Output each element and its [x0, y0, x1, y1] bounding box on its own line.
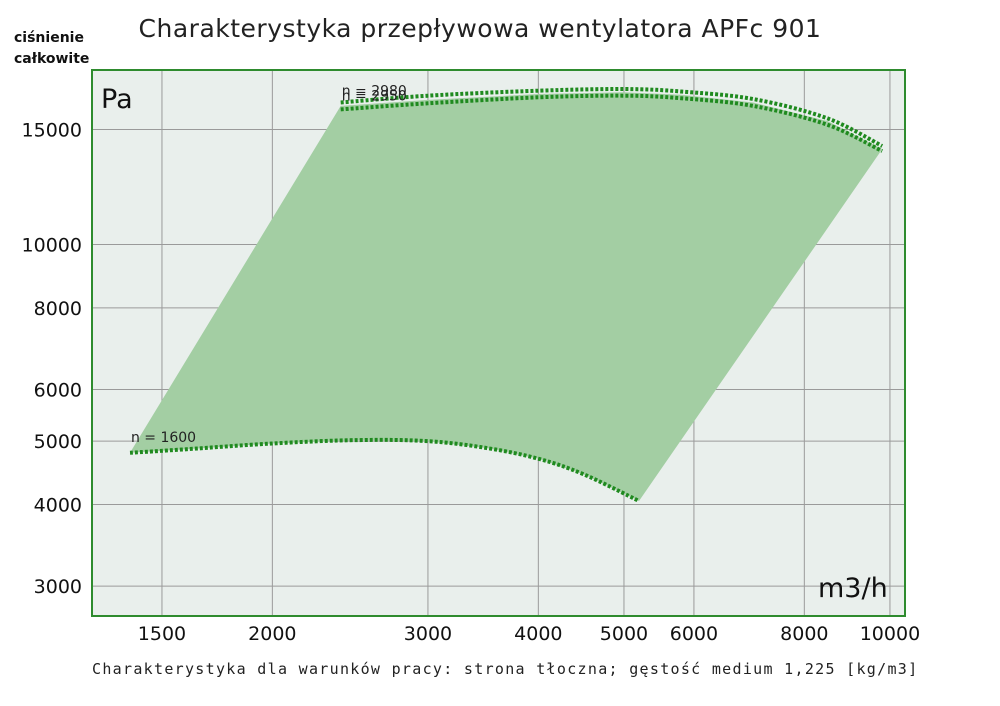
y-tick-label: 5000 — [34, 431, 82, 453]
y-tick-label: 4000 — [34, 494, 82, 516]
x-tick-label: 5000 — [600, 623, 648, 645]
x-tick-label: 6000 — [670, 623, 718, 645]
y-tick-label: 10000 — [22, 235, 82, 257]
y-axis-label-line1: ciśnienie — [14, 30, 84, 46]
curve-1600 — [129, 437, 640, 503]
x-tick-label: 8000 — [780, 623, 828, 645]
y-tick-label: 15000 — [22, 119, 82, 141]
y-unit-label: Pa — [101, 84, 133, 115]
x-tick-label: 2000 — [248, 623, 296, 645]
x-tick-label: 10000 — [860, 623, 920, 645]
operating-area — [130, 92, 883, 502]
curve-label: n = 2980 — [342, 83, 407, 99]
x-unit-label: m3/h — [818, 573, 888, 604]
curve-label: n = 2950 — [342, 88, 407, 104]
y-tick-label: 8000 — [34, 298, 82, 320]
x-tick-label: 4000 — [514, 623, 562, 645]
curve-label: n = 1600 — [131, 430, 196, 446]
x-tick-label: 1500 — [138, 623, 186, 645]
y-tick-label: 3000 — [34, 576, 82, 598]
plot-frame — [91, 69, 906, 617]
axis-ticks: 3000 4000 5000 6000 8000 10000 15000 1500 2000 30… — [22, 119, 921, 645]
chart-caption: Charakterystyka dla warunków pracy: stro… — [92, 660, 919, 678]
chart-title: Charakterystyka przepływowa wentylatora … — [138, 14, 822, 43]
y-tick-label: 6000 — [34, 379, 82, 401]
curve-2980 — [340, 86, 884, 148]
x-tick-label: 3000 — [404, 623, 452, 645]
y-axis-label: ciśnienie całkowite — [14, 28, 89, 70]
y-axis-label-line2: całkowite — [14, 51, 90, 67]
curve-2950 — [340, 93, 884, 153]
